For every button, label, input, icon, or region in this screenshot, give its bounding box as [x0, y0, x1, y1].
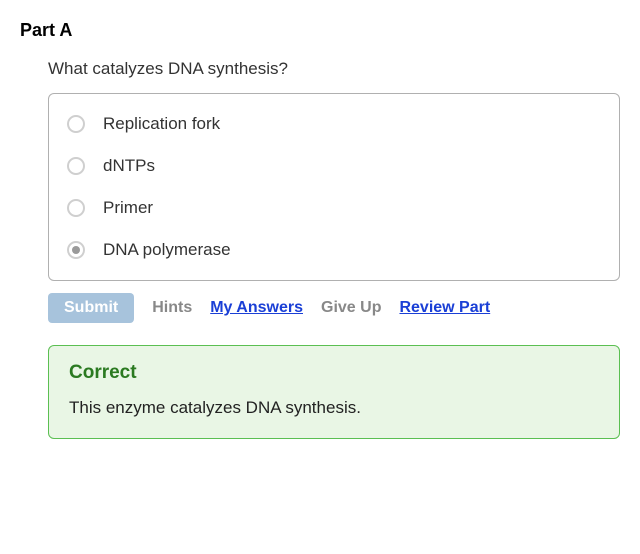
option-row[interactable]: dNTPs	[67, 156, 601, 176]
question-block: What catalyzes DNA synthesis? Replicatio…	[48, 59, 620, 439]
option-row[interactable]: Primer	[67, 198, 601, 218]
feedback-text: This enzyme catalyzes DNA synthesis.	[69, 398, 599, 418]
radio-icon[interactable]	[67, 115, 85, 133]
radio-icon[interactable]	[67, 241, 85, 259]
question-text: What catalyzes DNA synthesis?	[48, 59, 620, 79]
my-answers-link[interactable]: My Answers	[210, 299, 303, 317]
feedback-box: Correct This enzyme catalyzes DNA synthe…	[48, 345, 620, 439]
options-box: Replication fork dNTPs Primer DNA polyme…	[48, 93, 620, 281]
review-part-link[interactable]: Review Part	[399, 299, 490, 317]
option-label: DNA polymerase	[103, 240, 231, 260]
option-row[interactable]: Replication fork	[67, 114, 601, 134]
part-heading: Part A	[20, 20, 620, 41]
radio-icon[interactable]	[67, 199, 85, 217]
hints-link: Hints	[152, 299, 192, 317]
option-label: Replication fork	[103, 114, 220, 134]
option-row[interactable]: DNA polymerase	[67, 240, 601, 260]
radio-icon[interactable]	[67, 157, 85, 175]
option-label: Primer	[103, 198, 153, 218]
action-bar: Submit Hints My Answers Give Up Review P…	[48, 293, 620, 323]
submit-button[interactable]: Submit	[48, 293, 134, 323]
feedback-title: Correct	[69, 362, 599, 384]
option-label: dNTPs	[103, 156, 155, 176]
give-up-link: Give Up	[321, 299, 381, 317]
